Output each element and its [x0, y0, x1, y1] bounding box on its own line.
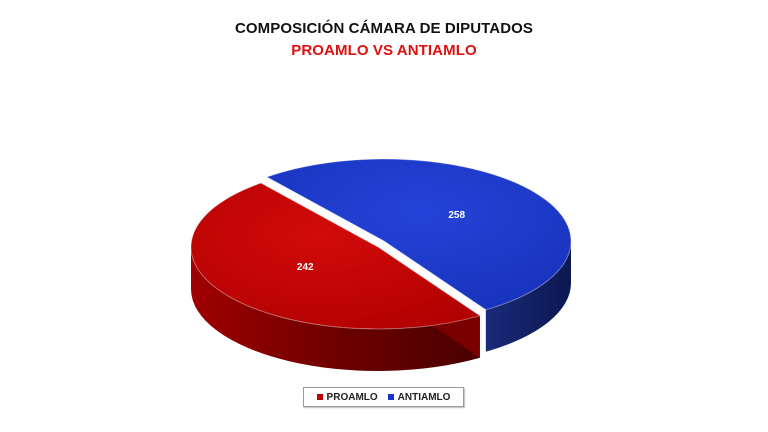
- chart-legend: PROAMLO ANTIAMLO: [303, 387, 464, 407]
- legend-label-antiamlo: ANTIAMLO: [397, 391, 451, 403]
- legend-swatch-proamlo: [316, 394, 323, 400]
- pie-slice-side-proamlo: [191, 247, 480, 371]
- chart-title: COMPOSICIÓN CÁMARA DE DIPUTADOS: [234, 20, 534, 37]
- legend-swatch-antiamlo: [387, 394, 394, 400]
- pie-slice-side-antiamlo: [485, 241, 572, 352]
- pie-slice-antiamlo: [265, 158, 572, 311]
- chart-subtitle: PROAMLO VS ANTIAMLO: [291, 42, 477, 59]
- pie-slice-proamlo: [190, 182, 482, 330]
- legend-item-antiamlo: ANTIAMLO: [387, 391, 451, 403]
- data-label-antiamlo: 258: [448, 210, 465, 221]
- legend-label-proamlo: PROAMLO: [326, 391, 378, 403]
- data-label-proamlo: 242: [297, 262, 314, 273]
- legend-item-proamlo: PROAMLO: [316, 391, 378, 403]
